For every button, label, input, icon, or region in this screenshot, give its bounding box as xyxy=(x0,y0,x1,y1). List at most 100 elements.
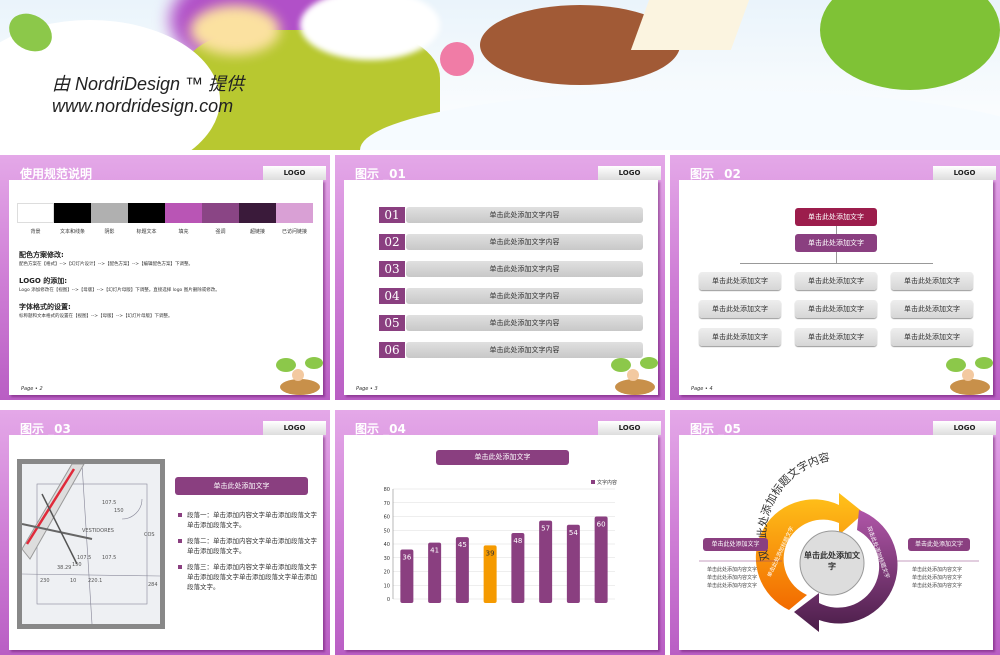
kids-illustration xyxy=(946,357,993,395)
org-box[interactable]: 单击此处添加文字 xyxy=(891,272,973,290)
text-header-box[interactable]: 单击此处添加文字 xyxy=(175,477,308,495)
org-box[interactable]: 单击此处添加文字 xyxy=(795,300,877,318)
slide-title: 图示 _02 xyxy=(690,167,741,181)
left-line: 单击此处添加内容文字 xyxy=(707,575,758,581)
list-item[interactable]: 单击此处添加文字内容 xyxy=(406,234,643,250)
paragraph-1: 段落一：单击添加内容文字单击添加段落文字单击添加段落文字。 xyxy=(178,510,317,530)
org-top-box[interactable]: 单击此处添加文字 xyxy=(795,208,877,226)
slide-diagram-02[interactable]: 图示 _02 LOGO 单击此处添加文字 单击此处添加文字 Page • 4 单… xyxy=(670,155,1000,400)
bullet-icon xyxy=(178,539,182,543)
section-text: 配色方案在【格式】-->【幻灯片设计】-->【配色方案】-->【编辑配色方案】下… xyxy=(19,262,194,267)
svg-text:284: 284 xyxy=(148,582,158,588)
slide-diagram-04[interactable]: 图示 _04 LOGO 单击此处添加文字 0 10 20 30 40 50 60 70 80 36… xyxy=(335,410,665,655)
y-tick-label: 30 xyxy=(384,556,390,562)
credit-text: 由 NordriDesign ™ 提供 xyxy=(52,74,245,94)
right-label-box[interactable]: 单击此处添加文字 xyxy=(908,538,970,551)
slide-panel: 单击此处添加文字 单击此处添加文字 Page • 4 单击此处添加文字 单击此处添… xyxy=(679,180,993,395)
color-swatch xyxy=(202,203,239,223)
page-number: Page • 4 xyxy=(691,386,713,392)
item-number: 02 xyxy=(379,234,405,250)
credit-url[interactable]: www.nordridesign.com xyxy=(52,96,234,116)
flower-icon xyxy=(440,42,474,76)
org-box[interactable]: 单击此处添加文字 xyxy=(891,300,973,318)
org-box[interactable]: 单击此处添加文字 xyxy=(699,272,781,290)
data-label: 41 xyxy=(430,547,439,555)
page-number: Page • 2 xyxy=(21,386,43,392)
slide-panel: 配色方案修改: 配色方案在【格式】-->【幻灯片设计】-->【配色方案】-->【… xyxy=(9,180,323,395)
blueprint-photo: 107.5 150 VESTIDORES 107.5 107.5 38.29 150 230 1… xyxy=(17,459,165,629)
slide-panel: 107.5 150 VESTIDORES 107.5 107.5 38.29 150 230 1… xyxy=(9,435,323,650)
item-number: 06 xyxy=(379,342,405,358)
page-number: Page • 3 xyxy=(356,386,378,392)
banner: 由 NordriDesign ™ 提供 www.nordridesign.com xyxy=(0,0,1000,150)
swatch-label: 阴影 xyxy=(104,229,115,235)
item-number: 05 xyxy=(379,315,405,331)
svg-text:150: 150 xyxy=(114,508,124,514)
y-tick-label: 0 xyxy=(387,597,390,603)
bar xyxy=(455,537,469,603)
color-swatch xyxy=(128,203,165,223)
slide-diagram-05[interactable]: 图示 _05 LOGO 双击此处添加标题文字内容 单击此处添加文字 单击此处添加… xyxy=(670,410,1000,655)
swatch-label: 超链接 xyxy=(249,229,265,235)
org-box[interactable]: 单击此处添加文字 xyxy=(699,328,781,346)
color-swatch xyxy=(54,203,91,223)
cloud xyxy=(300,0,440,60)
y-tick-label: 50 xyxy=(384,528,390,534)
data-label: 48 xyxy=(513,537,522,545)
section-heading: 配色方案修改: xyxy=(19,251,64,259)
data-label: 57 xyxy=(541,525,550,533)
svg-text:230: 230 xyxy=(40,578,50,584)
svg-text:107.5: 107.5 xyxy=(77,555,91,561)
list-item[interactable]: 单击此处添加文字内容 xyxy=(406,261,643,277)
list-item[interactable]: 单击此处添加文字内容 xyxy=(406,207,643,223)
data-label: 36 xyxy=(402,554,411,562)
y-tick-label: 70 xyxy=(384,501,390,507)
logo-placeholder: LOGO xyxy=(598,166,661,180)
left-line: 单击此处添加内容文字 xyxy=(707,567,758,573)
svg-text:220.1: 220.1 xyxy=(88,578,102,584)
item-number: 01 xyxy=(379,207,405,223)
chart-header-box[interactable]: 单击此处添加文字 xyxy=(436,450,569,465)
y-tick-label: 40 xyxy=(384,542,390,548)
left-label-box[interactable]: 单击此处添加文字 xyxy=(703,538,768,551)
slide-panel: Page • 3 01 单击此处添加文字内容 02 单击此处添加文字内容 03 单击此处添… xyxy=(344,180,658,395)
left-line: 单击此处添加内容文字 xyxy=(707,583,758,589)
org-second-box[interactable]: 单击此处添加文字 xyxy=(795,234,877,252)
data-label: 39 xyxy=(486,549,495,557)
right-line: 单击此处添加内容文字 xyxy=(912,583,963,589)
org-box[interactable]: 单击此处添加文字 xyxy=(795,328,877,346)
bar xyxy=(428,542,442,603)
org-box[interactable]: 单击此处添加文字 xyxy=(699,300,781,318)
child-illustration xyxy=(820,0,1000,90)
logo-placeholder: LOGO xyxy=(263,166,326,180)
slide-usage-guide[interactable]: 使用规范说明 LOGO 配色方案修改: 配色方案在【格式】-->【幻灯片设计】-… xyxy=(0,155,330,400)
list-item[interactable]: 单击此处添加文字内容 xyxy=(406,315,643,331)
slide-diagram-03[interactable]: 图示 _03 LOGO 107.5 150 VESTIDORES 107.5 107.5… xyxy=(0,410,330,655)
list-item[interactable]: 单击此处添加文字内容 xyxy=(406,342,643,358)
legend-label: 文字内容 xyxy=(597,479,617,486)
bar xyxy=(400,549,414,603)
org-box[interactable]: 单击此处添加文字 xyxy=(891,328,973,346)
slide-diagram-01[interactable]: 图示 _01 LOGO Page • 3 01 单击此处添加文字内容 02 单击此处添… xyxy=(335,155,665,400)
kids-illustration xyxy=(276,357,323,395)
slide-title: 图示 _01 xyxy=(355,167,406,181)
logo-placeholder: LOGO xyxy=(933,421,996,435)
org-box[interactable]: 单击此处添加文字 xyxy=(795,272,877,290)
bullet-icon xyxy=(178,513,182,517)
section-text: 标称题和文本格式的设置在【视图】-->【母版】-->【幻灯片母版】下调整。 xyxy=(19,314,173,319)
list-item[interactable]: 单击此处添加文字内容 xyxy=(406,288,643,304)
color-swatch xyxy=(17,203,54,223)
svg-text:150: 150 xyxy=(72,562,82,568)
color-swatch xyxy=(91,203,128,223)
center-text[interactable]: 单击此处添加文字 xyxy=(804,551,860,571)
item-number: 03 xyxy=(379,261,405,277)
brand-credit: 由 NordriDesign ™ 提供 www.nordridesign.com xyxy=(52,73,244,117)
cloud xyxy=(360,90,1000,150)
svg-text:107.5: 107.5 xyxy=(102,500,116,506)
data-label: 60 xyxy=(597,521,606,529)
logo-placeholder: LOGO xyxy=(263,421,326,435)
cycle-diagram: 双击此处添加标题文字内容 xyxy=(699,450,979,632)
legend-swatch xyxy=(591,480,595,484)
svg-text:38.29: 38.29 xyxy=(57,565,71,571)
swatch-label: 已访问链接 xyxy=(281,229,307,235)
